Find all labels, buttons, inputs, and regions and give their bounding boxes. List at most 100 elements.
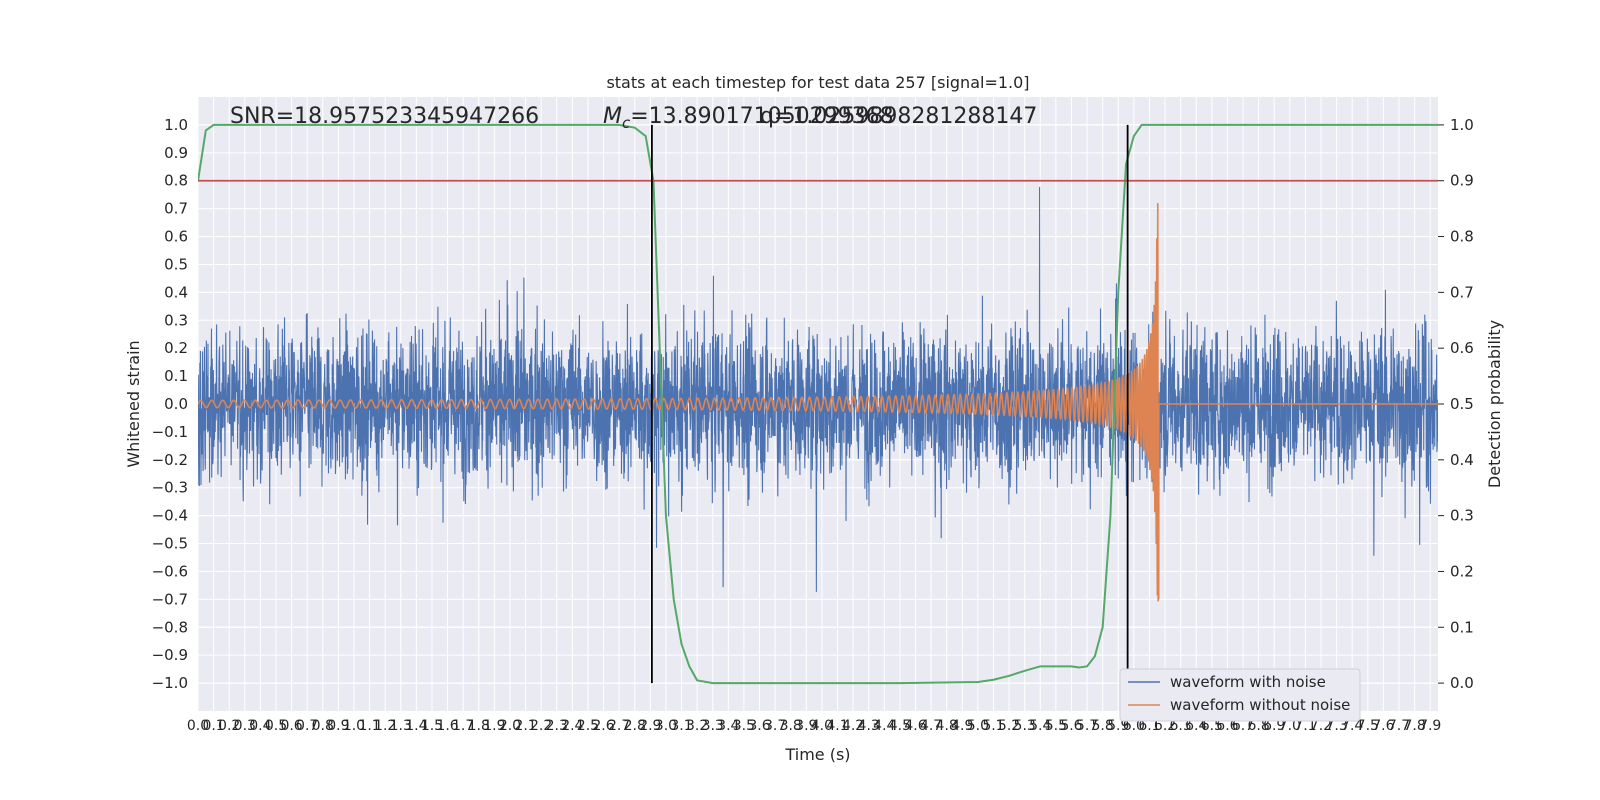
x-tick-label: 1.2 — [374, 718, 396, 734]
x-tick-label: 7.7 — [1388, 718, 1410, 734]
y-right-tick-label: 0.2 — [1450, 562, 1474, 580]
x-tick-label: 4.9 — [951, 718, 973, 734]
x-tick-label: 2.5 — [577, 718, 599, 734]
x-tick-label: 4.5 — [889, 718, 911, 734]
y-right-axis-label: Detection probability — [1485, 320, 1504, 488]
y-right-tick-label: 0.1 — [1450, 618, 1474, 636]
y-right-tick-label: 0.0 — [1450, 674, 1474, 692]
x-tick-label: 5.1 — [982, 718, 1004, 734]
y-tick-label: 0.5 — [164, 255, 188, 273]
x-tick-label: 6.5 — [1201, 718, 1223, 734]
x-tick-label: 2.3 — [546, 718, 568, 734]
x-tick-label: 3.2 — [686, 718, 708, 734]
y-tick-label: 0.3 — [164, 311, 188, 329]
x-tick-label: 2.1 — [514, 718, 536, 734]
x-tick-label: 1.7 — [452, 718, 474, 734]
x-tick-label: 7.2 — [1310, 718, 1332, 734]
x-tick-label: 1.0 — [343, 718, 365, 734]
x-tick-label: 6.6 — [1216, 718, 1238, 734]
y-right-tick-label: 0.4 — [1450, 451, 1474, 469]
x-tick-label: 6.3 — [1170, 718, 1192, 734]
x-tick-label: 2.7 — [608, 718, 630, 734]
x-tick-label: 6.1 — [1138, 718, 1160, 734]
x-tick-label: 6.0 — [1123, 718, 1145, 734]
x-tick-label: 3.8 — [780, 718, 802, 734]
series-layer — [198, 123, 1438, 685]
y-right-tick-label: 0.5 — [1450, 395, 1474, 413]
y-right-tick-label: 0.7 — [1450, 283, 1474, 301]
x-tick-label: 1.5 — [421, 718, 443, 734]
x-tick-label: 6.4 — [1185, 718, 1207, 734]
x-tick-label: 5.4 — [1029, 718, 1051, 734]
legend-label-clean: waveform without noise — [1170, 696, 1350, 714]
y-tick-label: −0.1 — [152, 423, 188, 441]
x-tick-label: 0.9 — [327, 718, 349, 734]
y-tick-label: 0.0 — [164, 395, 188, 413]
x-tick-label: 2.8 — [624, 718, 646, 734]
x-tick-label: 3.3 — [702, 718, 724, 734]
y-tick-label: 0.6 — [164, 228, 188, 246]
x-tick-label: 7.5 — [1357, 718, 1379, 734]
x-tick-label: 6.2 — [1154, 718, 1176, 734]
x-tick-label: 0.8 — [312, 718, 334, 734]
x-tick-label: 2.6 — [592, 718, 614, 734]
x-tick-label: 6.7 — [1232, 718, 1254, 734]
x-tick-label: 0.1 — [202, 718, 224, 734]
y-tick-label: −0.2 — [152, 451, 188, 469]
x-tick-label: 0.0 — [187, 718, 209, 734]
x-tick-label: 5.5 — [1045, 718, 1067, 734]
x-tick-label: 6.9 — [1263, 718, 1285, 734]
x-tick-label: 0.3 — [234, 718, 256, 734]
y-tick-label: −0.4 — [152, 507, 188, 525]
x-tick-label: 4.3 — [858, 718, 880, 734]
x-tick-label: 1.6 — [436, 718, 458, 734]
x-tick-label: 0.6 — [280, 718, 302, 734]
x-tick-label: 1.4 — [405, 718, 427, 734]
y-right-tick-label: 0.6 — [1450, 339, 1474, 357]
chirp-mass-symbol: M — [603, 104, 622, 129]
x-tick-label: 5.0 — [967, 718, 989, 734]
x-tick-label: 3.1 — [670, 718, 692, 734]
x-tick-label: 3.5 — [733, 718, 755, 734]
y-tick-label: −0.3 — [152, 479, 188, 497]
x-tick-label: 4.6 — [904, 718, 926, 734]
chirp-mass-annotation: Mc=13.890171050299368 — [603, 104, 894, 132]
x-tick-label: 2.4 — [561, 718, 583, 734]
y-right-tick-label: 0.9 — [1450, 172, 1474, 190]
x-tick-label: 5.2 — [998, 718, 1020, 734]
x-tick-label: 3.7 — [764, 718, 786, 734]
x-tick-label: 5.3 — [1014, 718, 1036, 734]
x-tick-label: 2.2 — [530, 718, 552, 734]
y-right-tick-label: 1.0 — [1450, 116, 1474, 134]
x-tick-label: 4.0 — [811, 718, 833, 734]
y-tick-label: 0.4 — [164, 283, 188, 301]
x-tick-label: 1.3 — [390, 718, 412, 734]
x-tick-label: 4.8 — [936, 718, 958, 734]
x-tick-label: 4.1 — [826, 718, 848, 734]
y-tick-label: −0.8 — [152, 618, 188, 636]
y-tick-label: −0.6 — [152, 562, 188, 580]
y-tick-label: 0.2 — [164, 339, 188, 357]
x-tick-label: 7.1 — [1294, 718, 1316, 734]
x-tick-label: 7.6 — [1372, 718, 1394, 734]
x-tick-label: 7.9 — [1419, 718, 1441, 734]
y-tick-label: −1.0 — [152, 674, 188, 692]
ticks-layer: 0.00.10.20.30.40.50.60.70.80.91.01.11.21… — [152, 116, 1474, 734]
y-right-tick-label: 0.8 — [1450, 228, 1474, 246]
x-tick-label: 2.9 — [639, 718, 661, 734]
x-tick-label: 0.7 — [296, 718, 318, 734]
x-tick-label: 0.5 — [265, 718, 287, 734]
x-tick-label: 3.0 — [655, 718, 677, 734]
x-tick-label: 1.8 — [468, 718, 490, 734]
y-tick-label: 0.7 — [164, 200, 188, 218]
x-tick-label: 7.3 — [1325, 718, 1347, 734]
x-tick-label: 5.7 — [1076, 718, 1098, 734]
chirp-mass-subscript: c — [622, 114, 631, 132]
x-tick-label: 6.8 — [1247, 718, 1269, 734]
x-tick-label: 4.7 — [920, 718, 942, 734]
markers-layer — [198, 124, 1438, 684]
legend-label-noise: waveform with noise — [1170, 673, 1326, 691]
x-tick-label: 3.9 — [795, 718, 817, 734]
